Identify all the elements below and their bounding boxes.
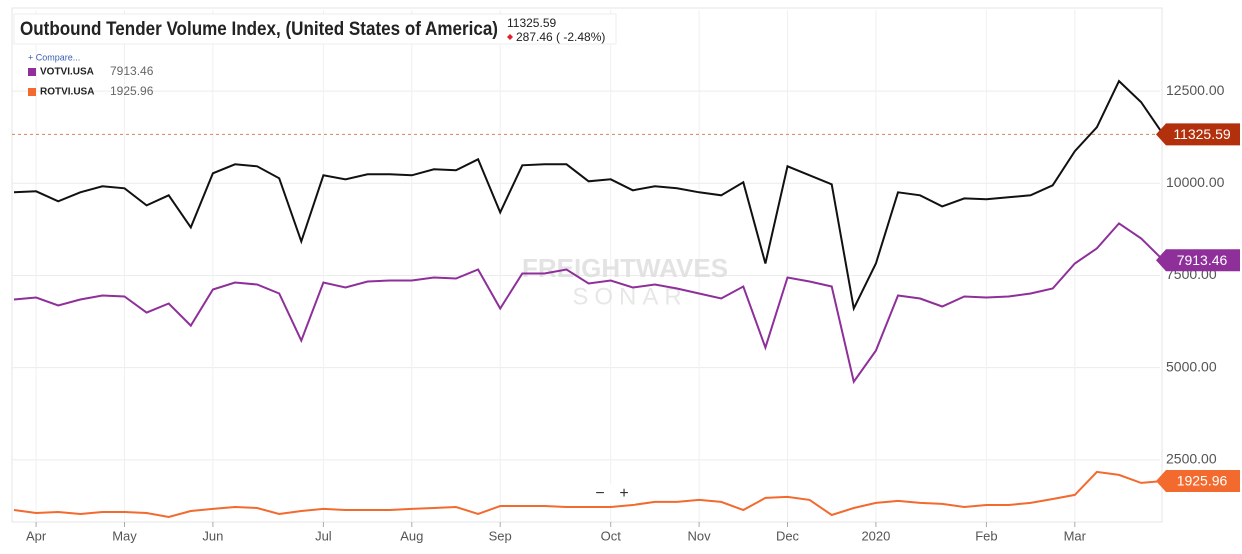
- y-tick-label: 5000.00: [1166, 358, 1217, 374]
- x-tick-label: Apr: [26, 528, 47, 543]
- last-value-flag: [1156, 123, 1240, 146]
- y-tick-label: 2500.00: [1166, 451, 1217, 467]
- legend-label: VOTVI.USA: [40, 67, 94, 78]
- x-tick-label: Feb: [975, 528, 997, 543]
- zoom-controls: [588, 484, 636, 504]
- last-value-label: 11325.59: [1173, 126, 1231, 142]
- series-line: [13, 470, 1164, 519]
- x-tick-label: Jun: [202, 528, 223, 543]
- last-value-flag: [1156, 249, 1240, 272]
- legend-value: 7913.46: [110, 64, 154, 78]
- x-tick-label: Oct: [601, 528, 622, 543]
- legend-swatch: [28, 68, 36, 76]
- chart-title: Outbound Tender Volume Index, (United St…: [20, 19, 498, 40]
- watermark: FREIGHTWAVES: [522, 253, 728, 283]
- last-value-label: 1925.96: [1177, 473, 1228, 489]
- x-tick-label: Sep: [489, 528, 512, 543]
- zoom-out[interactable]: −: [595, 485, 604, 502]
- series-line: [13, 79, 1165, 312]
- x-tick-label: Jul: [315, 528, 332, 543]
- series-line: [13, 222, 1164, 385]
- watermark: SONAR: [572, 283, 687, 310]
- change-icon: [507, 34, 513, 40]
- x-tick-label: Dec: [776, 528, 800, 543]
- legend-label: ROTVI.USA: [40, 87, 94, 98]
- x-tick-label: Aug: [400, 528, 423, 543]
- zoom-in[interactable]: +: [619, 485, 628, 502]
- header-box: [13, 13, 617, 45]
- header-change: 287.46 ( -2.48%): [516, 30, 605, 44]
- last-value-label: 7913.46: [1177, 252, 1228, 268]
- compare-link[interactable]: + Compare...: [28, 52, 80, 62]
- x-tick-label: 2020: [861, 528, 890, 543]
- legend-value: 1925.96: [110, 84, 154, 98]
- header-value: 11325.59: [507, 16, 556, 30]
- x-tick-label: Mar: [1064, 528, 1087, 543]
- y-tick-label: 10000.00: [1166, 174, 1225, 190]
- last-value-flag: [1156, 470, 1240, 493]
- legend-swatch: [28, 88, 36, 96]
- x-tick-label: May: [112, 528, 137, 543]
- y-tick-label: 12500.00: [1166, 82, 1225, 98]
- x-tick-label: Nov: [688, 528, 712, 543]
